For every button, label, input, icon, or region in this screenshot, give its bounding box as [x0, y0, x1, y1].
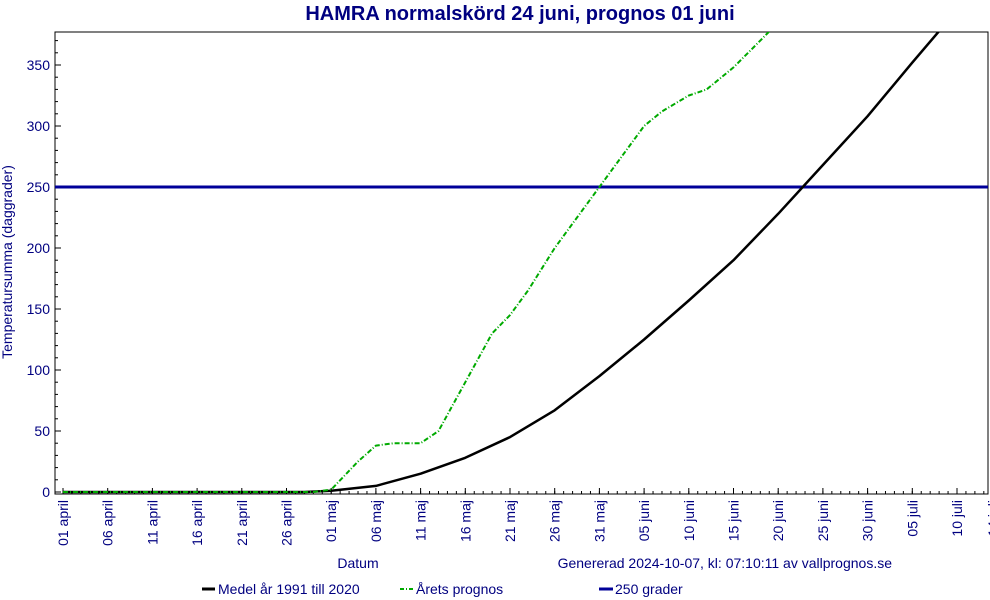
- y-tick-label: 100: [27, 362, 51, 378]
- series-layer: [55, 32, 988, 494]
- legend-item-forecast: Årets prognos: [400, 581, 503, 597]
- y-tick-label: 200: [27, 240, 51, 256]
- x-tick-label: 16 april: [189, 500, 205, 546]
- x-tick-label: 26 maj: [547, 500, 563, 542]
- series-line-1: [63, 32, 771, 493]
- generated-note: Genererad 2024-10-07, kl: 07:10:11 av va…: [558, 555, 893, 571]
- x-tick-label: 01 april: [55, 500, 71, 546]
- legend-label-forecast: Årets prognos: [416, 581, 503, 597]
- x-tick-label: 11 maj: [413, 500, 429, 541]
- legend-item-mean: Medel år 1991 till 2020: [202, 581, 360, 597]
- x-tick-label: 11 april: [144, 500, 160, 545]
- x-axis-title: Datum: [337, 555, 378, 571]
- x-tick-label: 21 maj: [502, 500, 518, 542]
- x-tick-label: 06 april: [100, 500, 116, 546]
- x-tick-label: 31 maj: [591, 500, 607, 542]
- y-tick-label: 50: [34, 423, 50, 439]
- legend: Medel år 1991 till 2020 Årets prognos 25…: [202, 581, 683, 597]
- x-tick-label: 20 juni: [770, 500, 786, 541]
- x-tick-label: 16 maj: [457, 500, 473, 542]
- x-tick-label: 21 april: [234, 500, 250, 546]
- y-tick-label: 250: [27, 179, 51, 195]
- x-tick-label: 15 juni: [726, 500, 742, 541]
- legend-label-250: 250 grader: [615, 581, 683, 597]
- x-tick-label: 06 maj: [368, 500, 384, 542]
- x-tick-label: 05 juni: [636, 500, 652, 541]
- y-tick-label: 300: [27, 118, 51, 134]
- x-tick-label: 10 juli: [949, 500, 965, 537]
- plot-area: [54, 31, 989, 495]
- y-axis-title: Temperatursumma (daggrader): [0, 165, 15, 359]
- x-tick-label: 26 april: [279, 500, 295, 546]
- x-tick-label: 14 juli: [985, 500, 990, 537]
- x-tick-label: 01 maj: [323, 500, 339, 542]
- x-axis: 01 april 06 april 11 april 16 april 21 april…: [55, 488, 990, 546]
- x-tick-label: 25 juni: [815, 500, 831, 541]
- legend-label-mean: Medel år 1991 till 2020: [218, 581, 360, 597]
- legend-item-250: 250 grader: [599, 581, 683, 597]
- chart-title: HAMRA normalskörd 24 juni, prognos 01 ju…: [305, 3, 734, 25]
- series-line-0: [63, 32, 940, 494]
- y-tick-label: 350: [27, 57, 51, 73]
- x-tick-label: 30 juni: [860, 500, 876, 541]
- x-tick-label: 05 juli: [904, 500, 920, 537]
- y-tick-label: 0: [42, 484, 50, 500]
- y-tick-label: 150: [27, 301, 51, 317]
- x-tick-label: 10 juni: [681, 500, 697, 541]
